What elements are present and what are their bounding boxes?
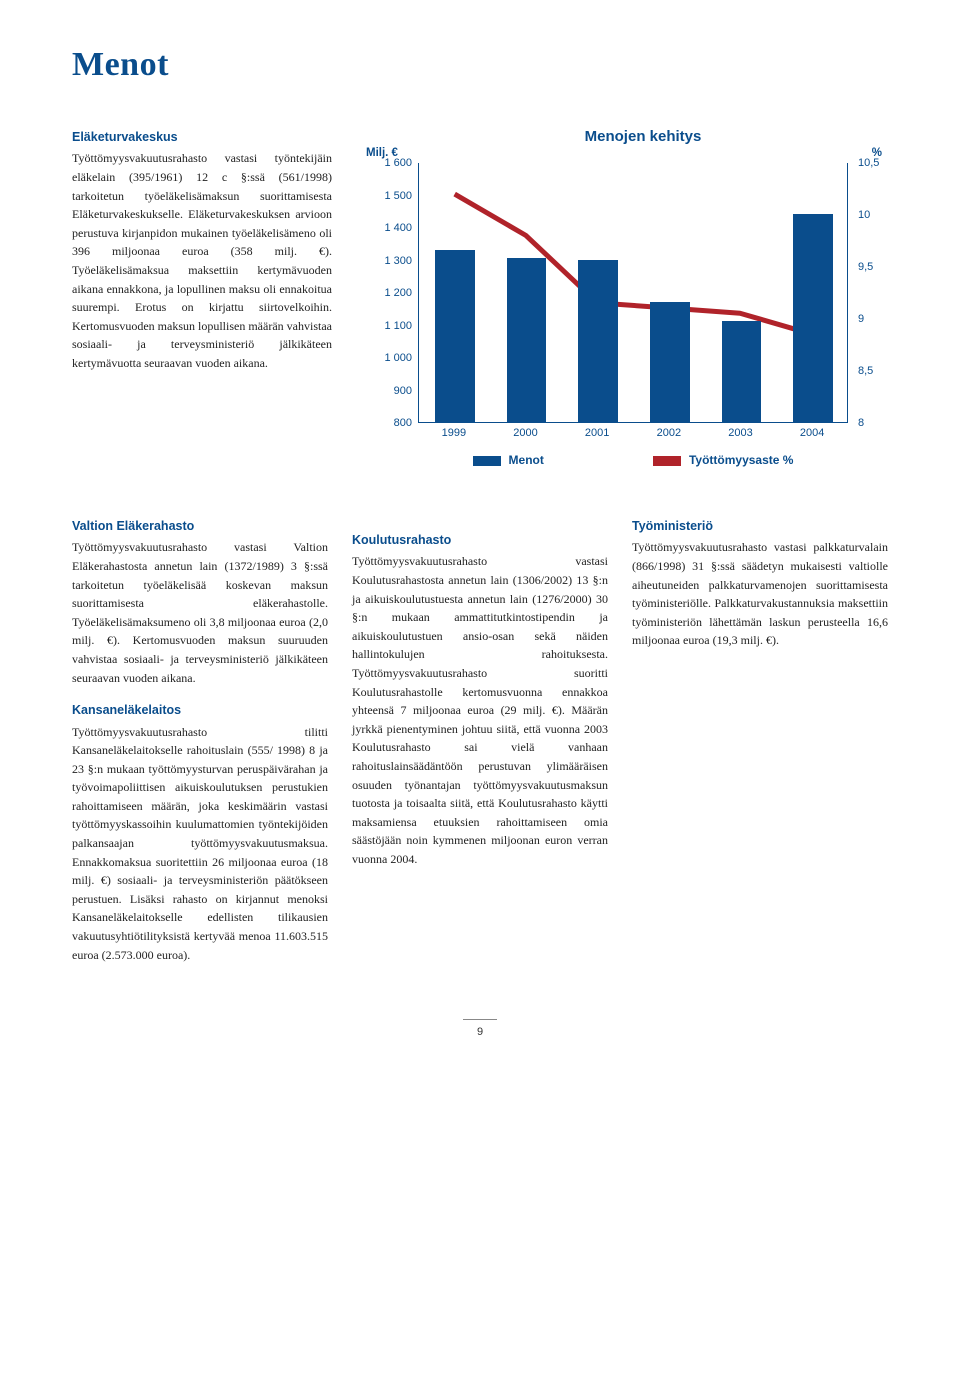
y-right-axis: 10,5109,598,58 xyxy=(858,163,888,423)
heading-valtion-elakerahasto: Valtion Eläkerahasto xyxy=(72,517,328,536)
legend-line: Työttömyysaste % xyxy=(653,453,793,467)
y-left-tick: 1 400 xyxy=(384,222,412,234)
y-left-tick: 1 600 xyxy=(384,157,412,169)
left-column: Eläketurvakeskus Työttömyysvakuutusrahas… xyxy=(72,128,332,481)
bar xyxy=(435,250,474,422)
x-tick: 2002 xyxy=(657,427,681,439)
bar xyxy=(507,258,546,422)
para-valtion-elakerahasto: Työttömyysvakuutusrahasto vastasi Valtio… xyxy=(72,538,328,687)
heading-elaketurvakeskus: Eläketurvakeskus xyxy=(72,128,332,147)
x-tick: 2001 xyxy=(585,427,609,439)
chart-legend: Menot Työttömyysaste % xyxy=(418,453,848,467)
y-left-tick: 1 300 xyxy=(384,255,412,267)
bar xyxy=(793,214,832,422)
top-row: Eläketurvakeskus Työttömyysvakuutusrahas… xyxy=(72,128,888,481)
y-right-tick: 9,5 xyxy=(858,261,873,273)
x-tick: 2003 xyxy=(728,427,752,439)
legend-bar: Menot xyxy=(473,453,544,467)
heading-kansanelakelaitos: Kansaneläkelaitos xyxy=(72,701,328,720)
x-axis: 1999 2000 2001 2002 2003 2004 xyxy=(418,427,848,445)
y-left-tick: 1 200 xyxy=(384,287,412,299)
heading-tyoministerio: Työministeriö xyxy=(632,517,888,536)
plot-area xyxy=(418,163,848,423)
x-tick: 1999 xyxy=(442,427,466,439)
para-koulutusrahasto: Työttömyysvakuutusrahasto vastasi Koulut… xyxy=(352,552,608,868)
chart-box: Milj. € 1 6001 5001 4001 3001 2001 1001 … xyxy=(368,151,888,481)
x-tick: 2000 xyxy=(513,427,537,439)
y-right-tick: 8,5 xyxy=(858,365,873,377)
y-right-tick: 8 xyxy=(858,417,864,429)
bottom-col-2: Koulutusrahasto Työttömyysvakuutusrahast… xyxy=(352,517,608,964)
bar xyxy=(650,302,689,422)
y-right-tick: 10,5 xyxy=(858,157,879,169)
y-left-tick: 1 100 xyxy=(384,320,412,332)
y-right-tick: 9 xyxy=(858,313,864,325)
bottom-columns: Valtion Eläkerahasto Työttömyysvakuutusr… xyxy=(72,517,888,964)
bottom-col-1: Valtion Eläkerahasto Työttömyysvakuutusr… xyxy=(72,517,328,964)
page-number: 9 xyxy=(72,1014,888,1038)
bar xyxy=(722,321,761,422)
y-left-tick: 800 xyxy=(394,417,412,429)
page-title: Menot xyxy=(72,46,888,84)
line-svg xyxy=(419,163,847,422)
heading-koulutusrahasto: Koulutusrahasto xyxy=(352,531,608,550)
y-left-tick: 1 000 xyxy=(384,352,412,364)
y-left-tick: 900 xyxy=(394,385,412,397)
para-kansanelakelaitos: Työttömyysvakuutusrahasto tilitti Kansan… xyxy=(72,723,328,965)
bar xyxy=(578,260,617,423)
x-tick: 2004 xyxy=(800,427,824,439)
chart-title: Menojen kehitys xyxy=(398,128,888,145)
y-right-tick: 10 xyxy=(858,209,870,221)
y-left-tick: 1 500 xyxy=(384,190,412,202)
y-left-axis: 1 6001 5001 4001 3001 2001 1001 00090080… xyxy=(368,163,412,423)
para-elaketurvakeskus: Työttömyysvakuutusrahasto vastasi työnte… xyxy=(72,149,332,372)
chart-container: Menojen kehitys Milj. € 1 6001 5001 4001… xyxy=(368,128,888,481)
bottom-col-3: Työministeriö Työttömyysvakuutusrahasto … xyxy=(632,517,888,964)
para-tyoministerio: Työttömyysvakuutusrahasto vastasi palkka… xyxy=(632,538,888,650)
